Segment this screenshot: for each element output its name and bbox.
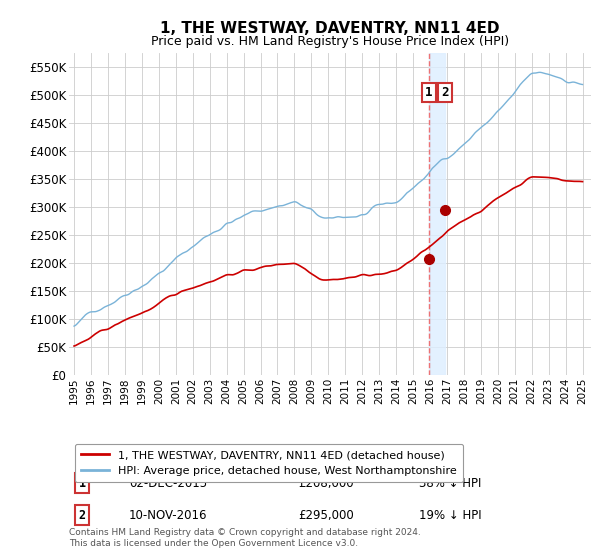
Text: 2: 2 — [441, 86, 448, 99]
Text: 38% ↓ HPI: 38% ↓ HPI — [419, 477, 481, 489]
Legend: 1, THE WESTWAY, DAVENTRY, NN11 4ED (detached house), HPI: Average price, detache: 1, THE WESTWAY, DAVENTRY, NN11 4ED (deta… — [74, 444, 463, 482]
Text: Contains HM Land Registry data © Crown copyright and database right 2024.
This d: Contains HM Land Registry data © Crown c… — [69, 528, 421, 548]
Text: 1, THE WESTWAY, DAVENTRY, NN11 4ED: 1, THE WESTWAY, DAVENTRY, NN11 4ED — [160, 21, 500, 36]
Text: 2: 2 — [79, 509, 86, 522]
Text: 1: 1 — [79, 477, 86, 489]
Text: £295,000: £295,000 — [299, 509, 355, 522]
Text: £208,000: £208,000 — [299, 477, 355, 489]
Bar — [428, 53, 445, 375]
Text: 1: 1 — [425, 86, 433, 99]
Text: 02-DEC-2015: 02-DEC-2015 — [129, 477, 207, 489]
Text: 10-NOV-2016: 10-NOV-2016 — [129, 509, 208, 522]
Text: Price paid vs. HM Land Registry's House Price Index (HPI): Price paid vs. HM Land Registry's House … — [151, 35, 509, 48]
Text: 19% ↓ HPI: 19% ↓ HPI — [419, 509, 481, 522]
